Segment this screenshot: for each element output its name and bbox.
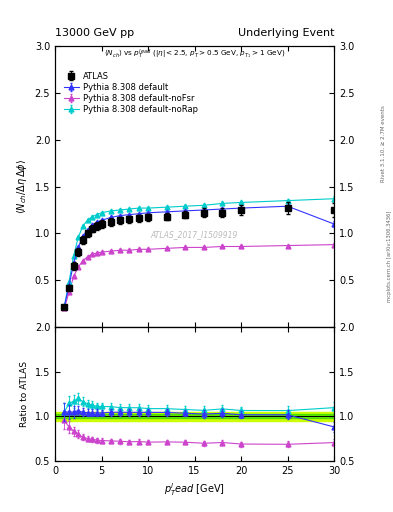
- Text: ATLAS_2017_I1509919: ATLAS_2017_I1509919: [151, 230, 238, 239]
- Text: $\langle N_{ch}\rangle$ vs $p_T^{lead}$ ($|\eta|<2.5$, $p_T>0.5$ GeV, $p_{T_1}>1: $\langle N_{ch}\rangle$ vs $p_T^{lead}$ …: [104, 48, 285, 61]
- Legend: ATLAS, Pythia 8.308 default, Pythia 8.308 default-noFsr, Pythia 8.308 default-no: ATLAS, Pythia 8.308 default, Pythia 8.30…: [62, 70, 200, 116]
- Y-axis label: $\langle N_{ch}/\Delta\eta\,\Delta\phi\rangle$: $\langle N_{ch}/\Delta\eta\,\Delta\phi\r…: [15, 159, 29, 214]
- Bar: [55, 412, 334, 421]
- Text: mcplots.cern.ch [arXiv:1306.3436]: mcplots.cern.ch [arXiv:1306.3436]: [387, 210, 391, 302]
- Text: 13000 GeV pp: 13000 GeV pp: [55, 28, 134, 38]
- X-axis label: $p_T^{l}ead$ [GeV]: $p_T^{l}ead$ [GeV]: [164, 481, 225, 498]
- Text: Rivet 3.1.10, ≥ 2.7M events: Rivet 3.1.10, ≥ 2.7M events: [381, 105, 386, 182]
- Y-axis label: Ratio to ATLAS: Ratio to ATLAS: [20, 361, 29, 427]
- Bar: [55, 414, 334, 418]
- Text: Underlying Event: Underlying Event: [237, 28, 334, 38]
